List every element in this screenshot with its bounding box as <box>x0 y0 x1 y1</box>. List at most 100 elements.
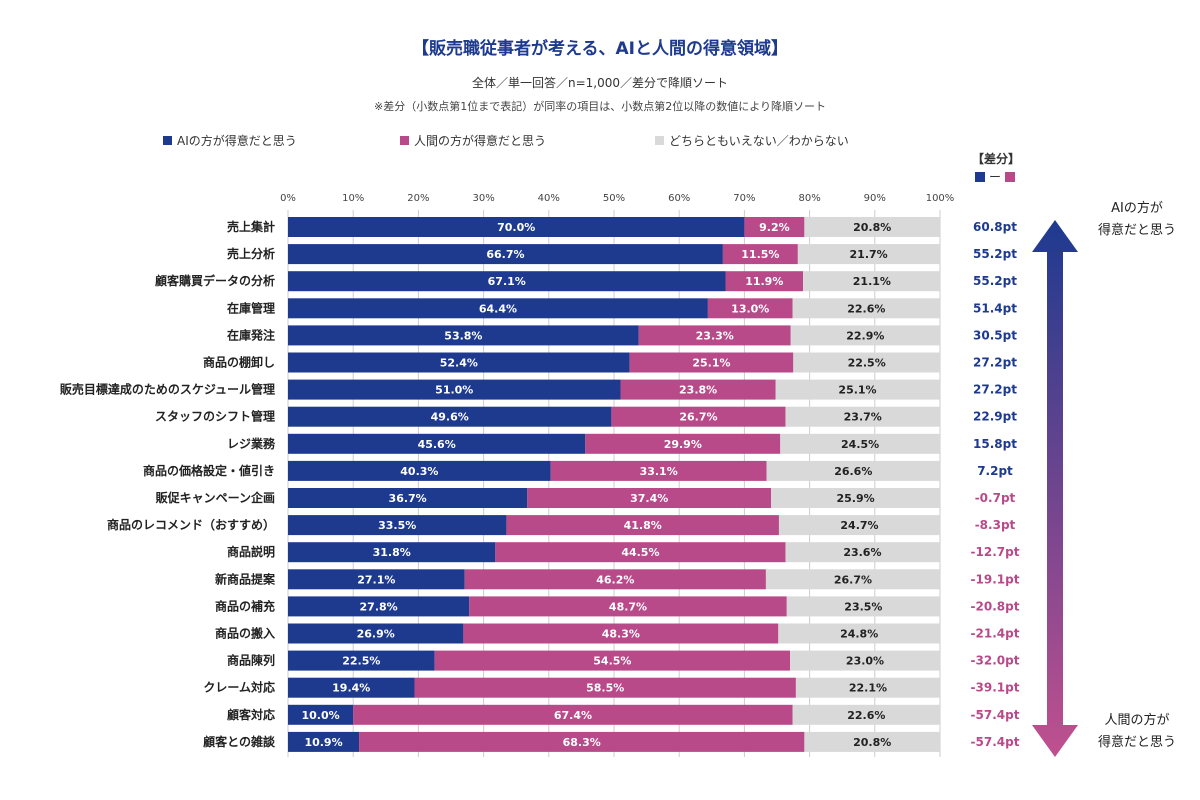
legend-ai-label: AIの方が得意だと思う <box>177 134 297 148</box>
bar-ai <box>288 244 723 265</box>
category-label: スタッフのシフト管理 <box>155 409 275 424</box>
bar-human <box>638 325 791 346</box>
bar-neither-value-label: 22.1% <box>849 682 887 695</box>
legend-ai-swatch <box>163 136 172 145</box>
x-tick-label: 40% <box>538 193 560 204</box>
bar-human-value-label: 26.7% <box>679 411 717 424</box>
bar-neither-value-label: 20.8% <box>853 221 891 234</box>
bar-ai-value-label: 31.8% <box>373 546 411 559</box>
bar-ai <box>288 596 470 617</box>
bar-human <box>707 298 793 319</box>
diff-value-label: 55.2pt <box>973 274 1017 288</box>
category-label: 顧客との雑談 <box>203 734 276 749</box>
x-tick-label: 20% <box>407 193 429 204</box>
arrow-bottom-line1: 人間の方が <box>1104 713 1170 728</box>
legend-human-label: 人間の方が得意だと思う <box>414 134 547 148</box>
bar-neither-value-label: 21.7% <box>850 248 888 261</box>
bar-human-value-label: 37.4% <box>630 492 668 505</box>
chart-title: 【販売職従事者が考える、AIと人間の得意領域】 <box>412 39 788 59</box>
bar-ai-value-label: 64.4% <box>479 302 517 315</box>
bar-ai <box>288 731 360 752</box>
bar-neither-value-label: 23.7% <box>844 411 882 424</box>
grid-layer <box>287 210 941 757</box>
category-label: 販促キャンペーン企画 <box>156 490 275 505</box>
category-label: 新商品提案 <box>215 571 276 586</box>
bar-ai-value-label: 40.3% <box>400 465 438 478</box>
bar-neither <box>775 379 940 400</box>
bar-ai-value-label: 45.6% <box>418 438 456 451</box>
bar-neither-value-label: 23.5% <box>844 600 882 613</box>
legend-human: 人間の方が得意だと思う <box>400 132 546 149</box>
bar-human-value-label: 9.2% <box>759 221 790 234</box>
legend-neither-swatch <box>655 136 664 145</box>
bar-ai-value-label: 10.9% <box>304 736 342 749</box>
bar-ai <box>288 460 551 481</box>
diff-value-label: -57.4pt <box>971 735 1020 749</box>
bar-neither <box>792 298 940 319</box>
bar-human <box>463 623 779 644</box>
diff-key-ai-swatch <box>975 172 985 182</box>
diff-value-label: 15.8pt <box>973 437 1017 451</box>
bar-human <box>629 352 794 373</box>
bar-ai <box>288 488 528 508</box>
bar-ai <box>288 271 726 292</box>
bar-neither-value-label: 20.8% <box>853 736 891 749</box>
category-label: 商品の搬入 <box>215 626 275 641</box>
bar-neither-value-label: 26.6% <box>834 465 872 478</box>
x-tick-label: 70% <box>733 193 755 204</box>
bar-ai <box>288 569 465 590</box>
bar-human-value-label: 25.1% <box>692 357 730 370</box>
x-tick-label: 90% <box>864 193 886 204</box>
bar-neither <box>785 406 940 427</box>
category-label: 販売目標達成のためのスケジュール管理 <box>60 382 275 397</box>
diff-key-dash: ー <box>989 170 1002 184</box>
x-tick-label: 80% <box>798 193 820 204</box>
category-label: 商品のレコメンド（おすすめ） <box>107 517 275 532</box>
category-label-layer: 売上集計売上分析顧客購買データの分析在庫管理在庫発注商品の棚卸し販売目標達成のた… <box>60 219 276 749</box>
bar-neither <box>766 460 940 481</box>
bar-human-value-label: 23.3% <box>696 329 734 342</box>
bar-human-value-label: 11.9% <box>745 275 783 288</box>
bar-human <box>611 406 786 427</box>
category-label: 顧客購買データの分析 <box>155 273 275 288</box>
bar-layer: 70.0% 9.2% 20.8% 66.7% 11.5% 21.7% 67.1% 11.9% 2… <box>288 217 941 752</box>
bar-human <box>495 542 786 563</box>
bar-human <box>506 515 779 536</box>
bar-neither-value-label: 24.5% <box>841 438 879 451</box>
bar-human-value-label: 54.5% <box>593 655 631 668</box>
bar-human-value-label: 23.8% <box>679 384 717 397</box>
category-label: レジ業務 <box>227 436 276 451</box>
arrow-top-line2: 得意だと思う <box>1097 223 1176 238</box>
bar-neither <box>792 704 940 725</box>
bar-neither <box>780 433 940 454</box>
bar-human-value-label: 48.7% <box>609 600 647 613</box>
bar-human-value-label: 29.9% <box>664 438 702 451</box>
bar-ai-value-label: 27.8% <box>360 600 398 613</box>
diff-value-label: 27.2pt <box>973 356 1017 370</box>
bar-ai-value-label: 33.5% <box>378 519 416 532</box>
bar-neither-value-label: 22.9% <box>846 329 884 342</box>
diff-value-label: 27.2pt <box>973 383 1017 397</box>
chart-note: ※差分（小数点第1位まで表記）が同率の項目は、小数点第2位以降の数値により降順ソ… <box>374 100 826 113</box>
bar-neither-value-label: 22.6% <box>847 709 885 722</box>
bar-human <box>469 596 787 617</box>
bar-human <box>585 433 781 454</box>
bar-ai <box>288 515 507 536</box>
bar-neither <box>795 677 940 698</box>
bar-neither <box>790 325 940 346</box>
bar-neither <box>778 515 940 536</box>
diff-value-label: 22.9pt <box>973 410 1017 424</box>
category-label: 商品説明 <box>227 544 275 559</box>
bar-human <box>725 271 804 292</box>
bar-ai <box>288 677 415 698</box>
diff-key: ー <box>975 170 1016 184</box>
bar-human <box>353 704 793 725</box>
x-tick-label: 100% <box>926 193 955 204</box>
bar-ai-value-label: 49.6% <box>431 411 469 424</box>
diff-value-label: -20.8pt <box>971 599 1020 613</box>
bar-human-value-label: 44.5% <box>621 546 659 559</box>
bar-human <box>722 244 798 265</box>
bar-human <box>414 677 796 698</box>
x-tick-layer: 0% 10% 20% 30% 40% 50% 60% 70% 80% 90% 100% <box>280 193 954 204</box>
bar-ai <box>288 623 464 644</box>
